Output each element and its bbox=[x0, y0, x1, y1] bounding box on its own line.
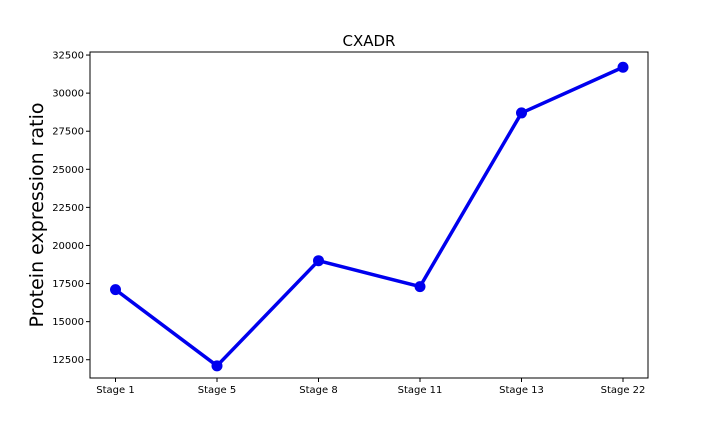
series-layer bbox=[110, 61, 629, 372]
x-tick-label: Stage 11 bbox=[398, 385, 443, 396]
y-tick-label: 22500 bbox=[52, 203, 84, 214]
y-tick-label: 12500 bbox=[52, 355, 84, 366]
x-axis: Stage 1 Stage 5 Stage 8 Stage 11 Stage 13 Sta… bbox=[96, 378, 645, 396]
data-point bbox=[211, 360, 223, 372]
y-tick-label: 20000 bbox=[52, 241, 84, 252]
x-tick-label: Stage 1 bbox=[96, 385, 134, 396]
data-point bbox=[617, 61, 629, 73]
x-tick-label: Stage 5 bbox=[198, 385, 236, 396]
y-tick-label: 17500 bbox=[52, 279, 84, 290]
data-point bbox=[110, 284, 121, 296]
data-point bbox=[313, 255, 324, 267]
x-tick-label: Stage 8 bbox=[299, 385, 337, 396]
x-tick-label: Stage 13 bbox=[499, 385, 544, 396]
y-axis: 12500 15000 17500 20000 22500 25000 27500 30000… bbox=[52, 51, 90, 366]
chart-title: CXADR bbox=[343, 32, 396, 50]
series-line bbox=[114, 65, 624, 368]
y-tick-label: 32500 bbox=[52, 51, 84, 62]
data-point bbox=[516, 107, 527, 119]
y-tick-label: 25000 bbox=[52, 165, 84, 176]
y-tick-label: 15000 bbox=[52, 317, 84, 328]
plot-frame bbox=[89, 51, 649, 379]
y-tick-label: 27500 bbox=[52, 127, 84, 138]
y-tick-label: 30000 bbox=[52, 89, 84, 100]
y-axis-label: Protein expression ratio bbox=[26, 103, 48, 328]
x-tick-label: Stage 22 bbox=[601, 385, 646, 396]
data-point bbox=[414, 281, 426, 293]
